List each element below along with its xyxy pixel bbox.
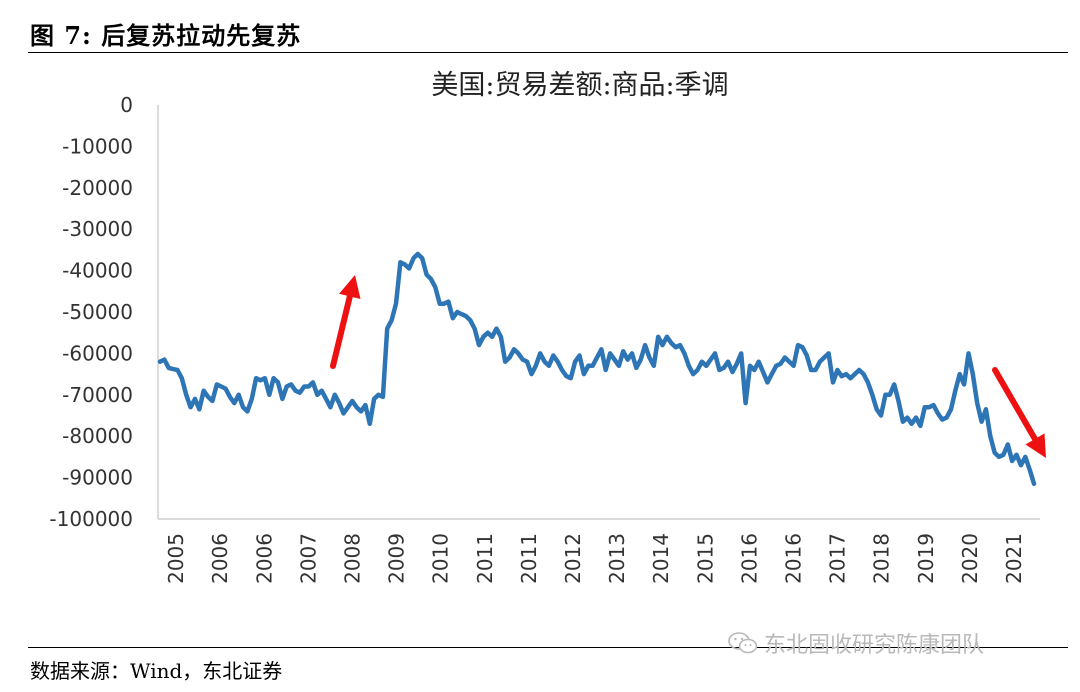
x-tick-label: 2014 — [649, 533, 673, 584]
recovery-arrow-up — [330, 275, 361, 369]
bottom-rule — [28, 647, 1068, 648]
y-tick-label: -80000 — [62, 424, 133, 448]
x-tick-label: 2017 — [826, 533, 850, 584]
x-tick-label: 2013 — [605, 533, 629, 584]
x-tick-label: 2016 — [737, 533, 761, 584]
x-tick-label: 2006 — [208, 533, 232, 584]
y-tick-label: 0 — [120, 93, 133, 117]
decline-arrow-down-shaft — [992, 367, 1038, 442]
decline-arrow-down-head — [1025, 433, 1046, 458]
x-tick-label: 2006 — [252, 533, 276, 584]
x-tick-label: 2007 — [296, 533, 320, 584]
y-tick-label: -70000 — [62, 383, 133, 407]
x-tick-label: 2005 — [164, 533, 188, 584]
y-tick-label: -60000 — [62, 341, 133, 365]
x-tick-label: 2016 — [781, 533, 805, 584]
x-tick-label: 2012 — [561, 533, 585, 584]
x-tick-label: 2019 — [914, 533, 938, 584]
watermark: 东北固收研究陈康团队 — [728, 627, 984, 661]
y-tick-label: -100000 — [49, 507, 133, 531]
y-tick-label: -50000 — [62, 300, 133, 324]
series-layer — [157, 251, 1037, 487]
y-tick-label: -10000 — [62, 134, 133, 158]
y-tick-label: -40000 — [62, 259, 133, 283]
x-tick-label: 2011 — [473, 533, 497, 584]
x-tick-label: 2011 — [517, 533, 541, 584]
x-tick-label: 2021 — [1002, 533, 1026, 584]
top-rule — [28, 52, 1068, 53]
y-tick-label: -90000 — [62, 466, 133, 490]
y-tick-label: -20000 — [62, 176, 133, 200]
y-tick-label: -30000 — [62, 217, 133, 241]
y-axis: 0 -10000 -20000 -30000 -40000 -50000 -60000 -70… — [49, 93, 159, 531]
x-tick-label: 2008 — [340, 533, 364, 584]
source-note: 数据来源：Wind，东北证券 — [30, 659, 283, 683]
series-line — [157, 251, 1037, 487]
x-tick-label: 2015 — [693, 533, 717, 584]
x-tick-label: 2010 — [429, 533, 453, 584]
x-axis: 2005 2006 2006 2007 2008 2009 2010 2011 2011 2012… — [158, 518, 1040, 584]
x-tick-label: 2020 — [958, 533, 982, 584]
wechat-icon — [728, 631, 758, 661]
recovery-arrow-up-head — [339, 275, 361, 299]
recovery-arrow-up-shaft — [330, 293, 353, 369]
chart-title: 美国:贸易差额:商品:季调 — [431, 70, 728, 101]
arrow-layer — [330, 275, 1046, 458]
figure-title: 图 7: 后复苏拉动先复苏 — [30, 21, 302, 50]
decline-arrow-down — [992, 367, 1046, 458]
watermark-text: 东北固收研究陈康团队 — [764, 633, 985, 658]
x-tick-label: 2018 — [870, 533, 894, 584]
x-tick-label: 2009 — [385, 533, 409, 584]
